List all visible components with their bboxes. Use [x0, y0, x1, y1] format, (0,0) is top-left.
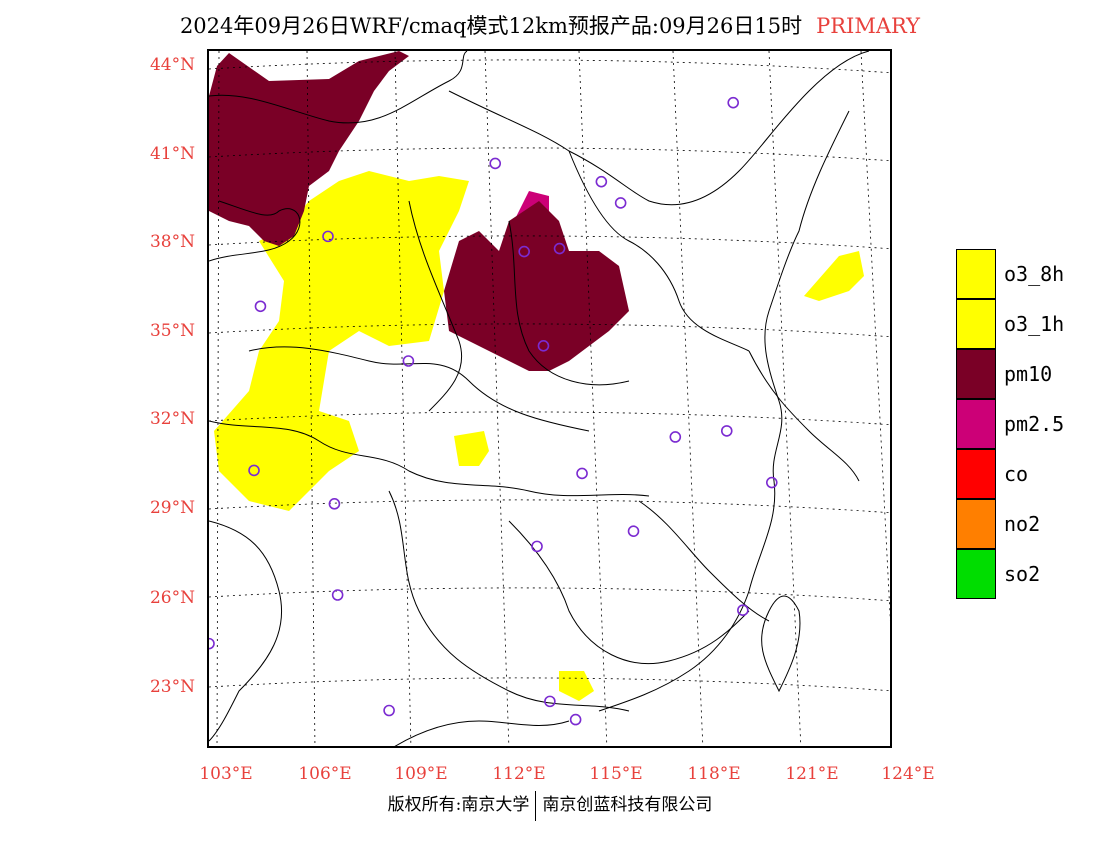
station-marker	[720, 425, 733, 437]
station-marker	[614, 197, 627, 209]
lat-label: 44°N	[149, 55, 195, 75]
station-marker	[328, 498, 341, 510]
station-marker	[576, 467, 588, 480]
lon-label: 109°E	[394, 764, 448, 784]
pm10-region-central	[444, 201, 629, 371]
lon-label: 121°E	[785, 764, 839, 784]
lon-label: 115°E	[589, 764, 643, 784]
legend-label: o3_8h	[1004, 262, 1065, 286]
station-marker	[669, 431, 682, 443]
pollutant-legend: o3_8h o3_1h pm10 pm2.5 co no2 so2	[956, 248, 1065, 599]
station-marker	[553, 242, 566, 255]
lat-label: 38°N	[149, 232, 195, 252]
lon-label: 124°E	[881, 764, 935, 784]
lon-label: 103°E	[199, 764, 253, 784]
ozone-region-west	[214, 171, 469, 511]
station-marker	[544, 695, 556, 708]
station-marker	[727, 96, 740, 109]
forecast-map	[209, 51, 890, 746]
legend-label: o3_1h	[1004, 312, 1065, 336]
legend-swatch	[956, 348, 996, 399]
station-marker	[737, 604, 749, 617]
legend-item: co	[956, 448, 1064, 499]
station-marker	[383, 704, 395, 717]
copyright-footer: 版权所有:南京大学 南京创蓝科技有限公司	[0, 790, 1100, 821]
station-marker	[518, 245, 530, 258]
ozone-region-east	[804, 251, 864, 301]
ozone-region-south	[559, 671, 594, 701]
graticule	[209, 51, 890, 746]
station-marker	[402, 355, 415, 367]
lon-label: 112°E	[492, 764, 546, 784]
legend-item: so2	[956, 548, 1064, 599]
legend-swatch	[956, 398, 996, 449]
map-title: 2024年09月26日WRF/cmaq模式12km预报产品:09月26日15时 P…	[0, 10, 1100, 40]
legend-item: o3_1h	[956, 298, 1065, 349]
station-marker	[248, 464, 260, 477]
station-marker	[489, 157, 502, 170]
legend-swatch	[956, 498, 996, 549]
legend-item: o3_8h	[956, 248, 1065, 299]
station-marker	[765, 476, 778, 489]
legend-label: pm10	[1004, 362, 1053, 386]
title-text: 2024年09月26日WRF/cmaq模式12km预报产品:09月26日15时	[179, 14, 803, 38]
station-marker	[331, 589, 344, 601]
legend-swatch	[956, 248, 996, 299]
lat-label: 23°N	[149, 677, 195, 697]
legend-label: no2	[1004, 512, 1041, 536]
legend-label: co	[1004, 462, 1029, 486]
lat-label: 32°N	[149, 409, 195, 429]
station-marker	[531, 540, 543, 553]
lat-label: 26°N	[149, 588, 195, 608]
lat-label: 41°N	[149, 144, 195, 164]
legend-swatch	[956, 298, 996, 349]
legend-item: pm10	[956, 348, 1064, 399]
pm10-region	[209, 51, 409, 246]
station-marker	[595, 175, 608, 188]
station-marker	[254, 300, 267, 313]
lon-label: 106°E	[298, 764, 352, 784]
boundaries	[209, 51, 870, 746]
station-marker	[627, 525, 640, 537]
station-marker	[209, 637, 215, 650]
map-panel	[207, 49, 892, 748]
legend-swatch	[956, 448, 996, 499]
copyright-right: 南京创蓝科技有限公司	[542, 795, 713, 815]
legend-label: pm2.5	[1004, 412, 1065, 436]
lon-label: 118°E	[687, 764, 741, 784]
legend-label: so2	[1004, 562, 1041, 586]
station-marker	[569, 713, 582, 726]
station-marker	[322, 230, 334, 243]
lat-label: 35°N	[149, 321, 195, 341]
legend-item: pm2.5	[956, 398, 1065, 449]
pollutant-tag: PRIMARY	[816, 14, 921, 38]
station-marker	[537, 339, 550, 352]
ozone-region-mid	[454, 431, 489, 466]
legend-item: no2	[956, 498, 1064, 549]
footer-divider	[535, 790, 537, 821]
lat-label: 29°N	[149, 498, 195, 518]
legend-swatch	[956, 548, 996, 599]
copyright-left: 版权所有:南京大学	[387, 795, 530, 815]
